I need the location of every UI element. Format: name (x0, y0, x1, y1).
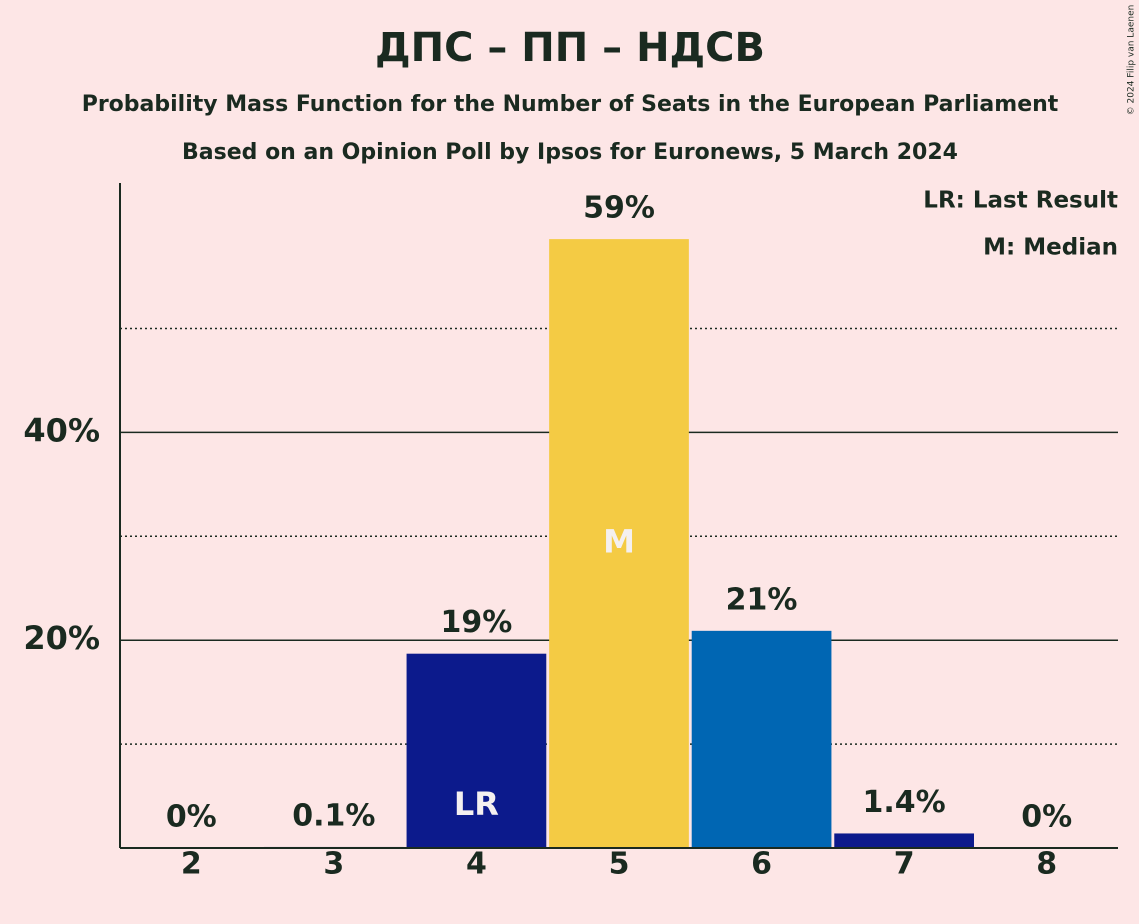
legend-entry: M: Median (983, 235, 1118, 261)
value-label: 59% (583, 191, 655, 226)
chart-title: ДПС – ПП – НДСВ (375, 25, 765, 71)
bar (549, 239, 689, 848)
chart-subtitle: Probability Mass Function for the Number… (82, 92, 1059, 117)
value-label: 21% (726, 582, 798, 617)
chart-subtitle: Based on an Opinion Poll by Ipsos for Eu… (182, 140, 958, 165)
y-tick-label: 40% (23, 411, 100, 449)
x-tick-label: 4 (466, 847, 487, 882)
y-tick-label: 20% (23, 619, 100, 657)
bar (691, 630, 832, 848)
x-tick-label: 6 (751, 847, 772, 882)
bar-annotation: LR (454, 785, 499, 823)
value-label: 0% (166, 800, 217, 835)
bar (834, 833, 975, 848)
x-tick-label: 7 (894, 847, 915, 882)
copyright: © 2024 Filip van Laenen (1127, 5, 1137, 116)
x-tick-label: 5 (609, 847, 630, 882)
x-tick-label: 3 (323, 847, 344, 882)
value-label: 0% (1021, 800, 1072, 835)
value-label: 0.1% (292, 798, 375, 833)
bar (406, 653, 547, 848)
value-label: 19% (441, 605, 513, 640)
x-tick-label: 8 (1036, 847, 1057, 882)
value-label: 1.4% (863, 785, 946, 820)
legend-entry: LR: Last Result (923, 188, 1118, 214)
x-tick-label: 2 (181, 847, 202, 882)
bar-annotation: M (603, 523, 635, 561)
